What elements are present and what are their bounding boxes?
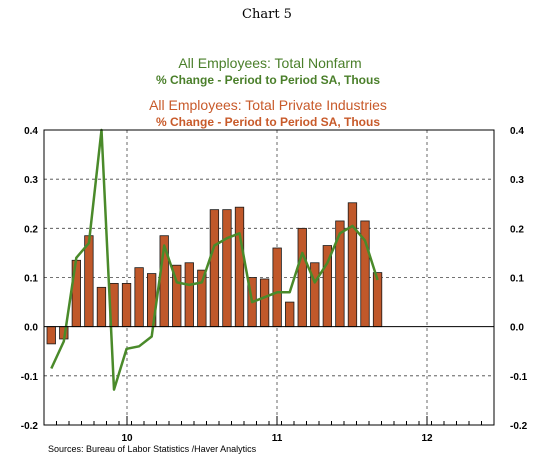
y-tick-label-left: 0.0: [24, 323, 38, 334]
legend-private-subtitle: % Change - Period to Period SA, Thous: [156, 115, 380, 129]
y-tick-label-right: -0.1: [510, 372, 528, 383]
y-axis-left-labels: 0.4 0.3 0.2 0.1 0.0 -0.1 -0.2: [21, 126, 39, 432]
bar: [209, 209, 220, 328]
axes: [43, 129, 495, 426]
bar: [197, 269, 207, 328]
y-tick-label-right: 0.3: [510, 175, 524, 186]
nonfarm-line: [50, 128, 379, 391]
source-note: Sources: Bureau of Labor Statistics /Hav…: [48, 444, 257, 454]
bar: [297, 227, 307, 328]
bar: [184, 262, 194, 328]
bar: [46, 326, 56, 345]
bar: [222, 209, 232, 328]
y-tick-label-right: 0.0: [510, 323, 524, 334]
line-series: [50, 128, 379, 391]
legend-nonfarm-title: All Employees: Total Nonfarm: [178, 55, 361, 71]
bar: [285, 301, 295, 328]
bar: [347, 202, 358, 328]
bar: [335, 220, 345, 328]
y-axis-right-labels: 0.4 0.3 0.2 0.1 0.0 -0.1 -0.2: [510, 126, 528, 432]
grid-lines: [44, 129, 494, 426]
bar: [96, 286, 107, 328]
x-year-label: 11: [272, 433, 283, 444]
legend-private-title: All Employees: Total Private Industries: [149, 97, 387, 113]
y-tick-label-right: 0.4: [510, 126, 524, 137]
x-year-label: 10: [121, 433, 133, 444]
bar: [272, 247, 282, 328]
bar-series: [46, 202, 383, 345]
bar: [259, 278, 270, 328]
bar: [234, 206, 245, 328]
y-tick-label-left: 0.3: [24, 175, 38, 186]
bar: [121, 282, 132, 328]
bar: [134, 267, 144, 328]
y-tick-label-right: -0.2: [510, 421, 528, 432]
y-tick-label-right: 0.1: [510, 274, 524, 285]
y-tick-label-left: -0.2: [21, 421, 39, 432]
bar: [372, 272, 383, 328]
legend-nonfarm-subtitle: % Change - Period to Period SA, Thous: [156, 73, 380, 87]
y-tick-label-left: 0.4: [24, 126, 38, 137]
x-year-label: 12: [421, 433, 433, 444]
x-axis-year-labels: 10 11 12: [121, 433, 433, 444]
figure-title: Chart 5: [242, 7, 292, 22]
bar: [84, 235, 94, 328]
y-tick-label-left: 0.1: [24, 274, 38, 285]
y-tick-label-left: -0.1: [21, 372, 39, 383]
y-tick-label-right: 0.2: [510, 224, 524, 235]
y-tick-label-left: 0.2: [24, 224, 38, 235]
